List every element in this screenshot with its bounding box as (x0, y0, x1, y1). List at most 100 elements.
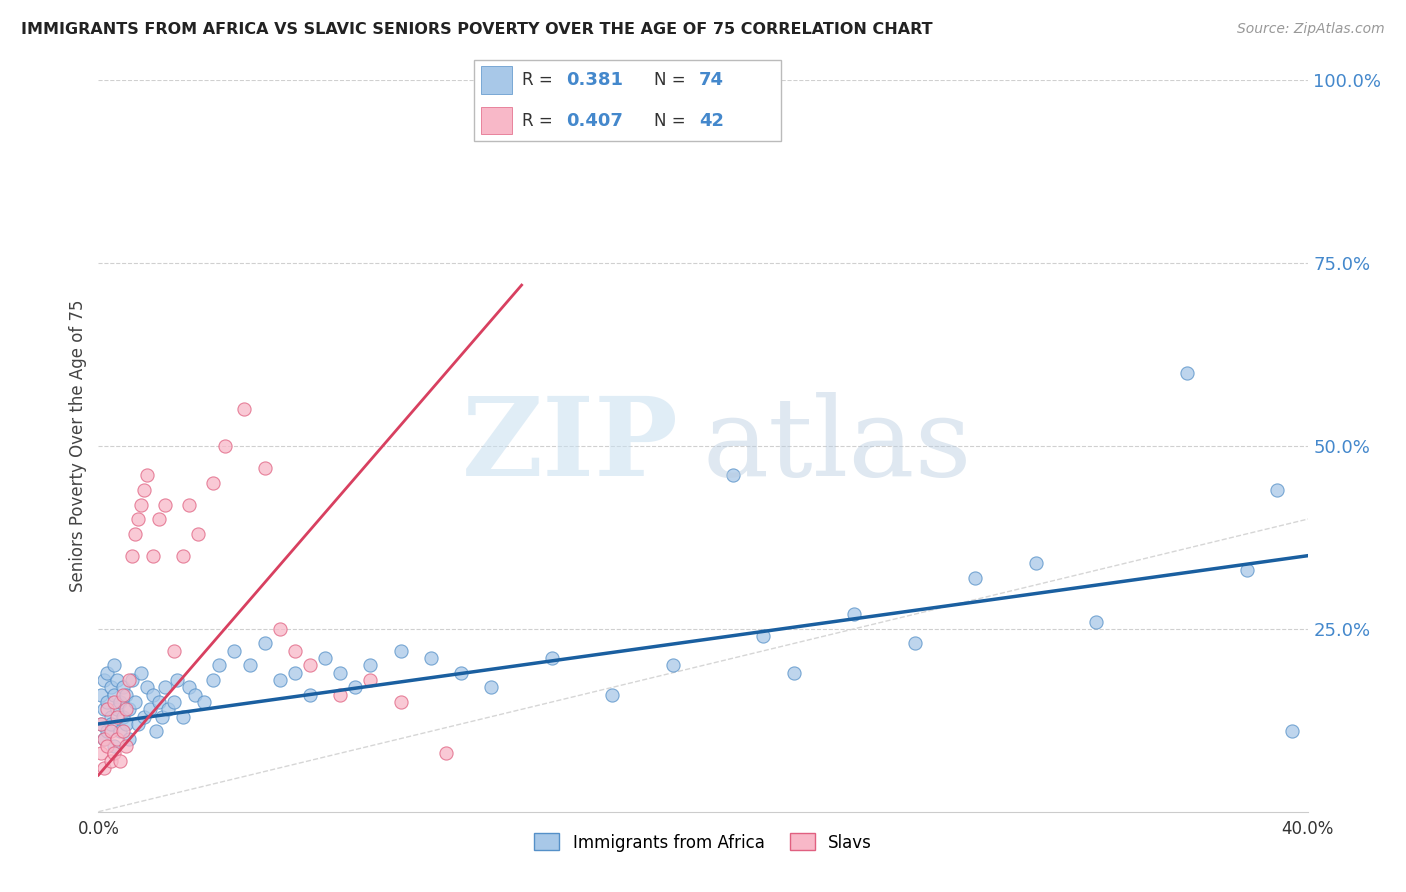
Point (153, 681, 176, 695)
Point (114, 702, 136, 716)
Point (163, 695, 186, 709)
Point (239, 658, 262, 673)
Point (108, 754, 131, 768)
Point (132, 709, 155, 723)
Point (118, 673, 141, 687)
Text: atlas: atlas (703, 392, 973, 500)
Point (344, 681, 367, 695)
Point (96, 739, 118, 753)
Point (299, 688, 322, 702)
Point (783, 665, 806, 680)
Point (105, 702, 128, 716)
Point (118, 731, 141, 746)
Point (148, 512, 170, 526)
Bar (481, 67, 512, 94)
Point (100, 681, 122, 695)
Point (124, 695, 146, 709)
Point (142, 688, 165, 702)
Point (100, 717, 122, 731)
Point (450, 665, 472, 680)
Text: N =: N = (655, 71, 692, 89)
Point (360, 658, 382, 673)
Text: 0.381: 0.381 (567, 71, 623, 89)
Point (111, 688, 134, 702)
Text: R =: R = (522, 71, 558, 89)
Point (269, 622, 291, 636)
Point (179, 498, 201, 512)
Point (389, 695, 412, 709)
Point (103, 746, 125, 760)
Point (108, 724, 131, 739)
Point (96, 724, 118, 739)
Point (965, 571, 987, 585)
Point (103, 695, 125, 709)
Point (148, 695, 170, 709)
Point (114, 688, 136, 702)
Text: Source: ZipAtlas.com: Source: ZipAtlas.com (1237, 22, 1385, 37)
Point (108, 695, 131, 709)
Point (129, 665, 152, 680)
Point (93, 673, 115, 687)
Point (661, 658, 683, 673)
Point (253, 636, 276, 650)
Point (723, 468, 745, 483)
Point (96, 695, 118, 709)
Point (100, 709, 122, 723)
Point (114, 717, 136, 731)
Point (172, 709, 194, 723)
Point (127, 717, 149, 731)
Point (284, 644, 307, 658)
Point (184, 688, 207, 702)
Point (314, 651, 336, 665)
Point (224, 644, 246, 658)
Point (90, 717, 112, 731)
Point (103, 688, 125, 702)
Point (114, 739, 136, 753)
Point (153, 498, 176, 512)
Point (540, 651, 562, 665)
Point (135, 681, 157, 695)
Point (214, 439, 236, 453)
Point (93, 731, 115, 746)
Point (127, 512, 149, 526)
Point (284, 665, 307, 680)
Point (90, 688, 112, 702)
Y-axis label: Seniors Poverty Over the Age of 75: Seniors Poverty Over the Age of 75 (69, 300, 87, 592)
Point (150, 709, 173, 723)
Point (145, 724, 167, 739)
Point (1085, 615, 1108, 629)
Point (103, 658, 125, 673)
Text: 74: 74 (699, 71, 724, 89)
Point (904, 636, 927, 650)
Point (187, 526, 209, 541)
Point (602, 688, 624, 702)
Point (93, 731, 115, 746)
Point (420, 651, 443, 665)
Point (1024, 556, 1046, 570)
Text: IMMIGRANTS FROM AFRICA VS SLAVIC SENIORS POVERTY OVER THE AGE OF 75 CORRELATION : IMMIGRANTS FROM AFRICA VS SLAVIC SENIORS… (21, 22, 932, 37)
Text: 0.407: 0.407 (567, 112, 623, 129)
Point (129, 498, 152, 512)
Point (329, 665, 352, 680)
Point (156, 702, 179, 716)
Point (111, 709, 134, 723)
Point (752, 629, 775, 643)
Text: N =: N = (655, 112, 692, 129)
Point (1267, 483, 1289, 497)
Point (132, 483, 155, 497)
Point (202, 475, 225, 490)
Point (96, 702, 118, 716)
Point (389, 644, 412, 658)
Point (93, 761, 115, 775)
Point (100, 724, 122, 739)
Point (118, 702, 141, 716)
Point (103, 739, 125, 753)
Point (100, 754, 122, 768)
Text: 42: 42 (699, 112, 724, 129)
Point (105, 709, 128, 723)
Point (253, 461, 276, 475)
Point (179, 681, 201, 695)
Point (844, 607, 866, 622)
Point (105, 731, 128, 746)
Point (208, 658, 231, 673)
